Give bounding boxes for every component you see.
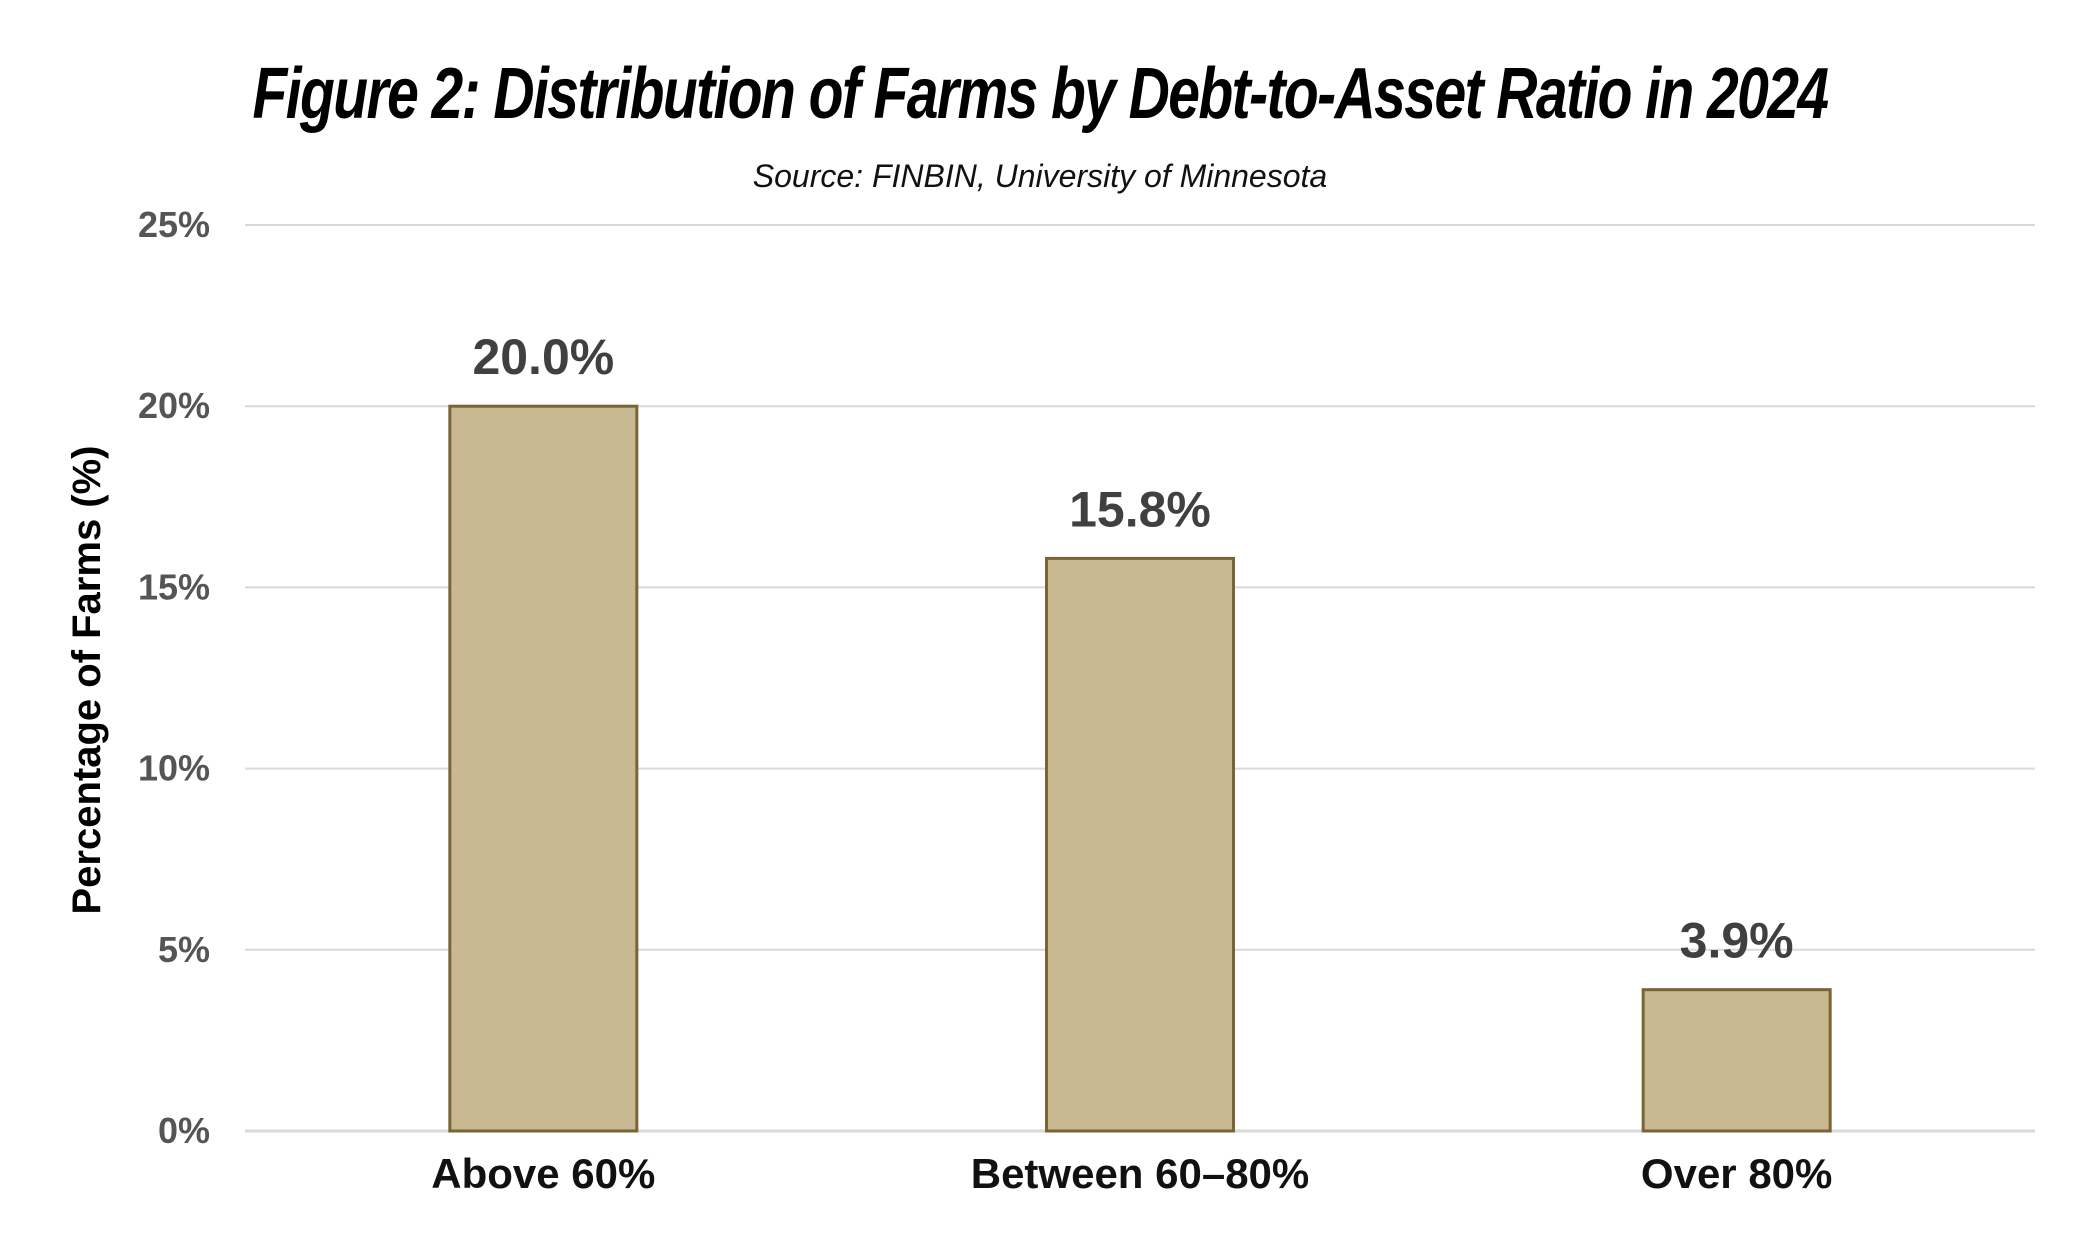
y-tick-label: 15% <box>138 566 210 607</box>
x-category-label: Between 60–80% <box>971 1150 1310 1197</box>
chart-title: Figure 2: Distribution of Farms by Debt-… <box>253 54 1829 134</box>
bar <box>448 404 639 1133</box>
bars <box>448 404 1832 1133</box>
bar <box>1641 988 1832 1133</box>
data-label: 15.8% <box>1069 481 1211 537</box>
y-tick-label: 10% <box>138 748 210 789</box>
y-tick-label: 5% <box>158 929 210 970</box>
data-label: 3.9% <box>1680 913 1794 969</box>
x-category-label: Over 80% <box>1641 1150 1832 1197</box>
x-axis-categories: Above 60% Between 60–80% Over 80% <box>431 1150 1832 1197</box>
x-category-label: Above 60% <box>431 1150 655 1197</box>
y-tick-label: 20% <box>138 385 210 426</box>
bar <box>1045 556 1235 1133</box>
data-labels: 20.0% 15.8% 3.9% <box>472 329 1793 968</box>
y-tick-label: 0% <box>158 1110 210 1151</box>
y-axis-ticks: 0% 5% 10% 15% 20% 25% <box>138 204 210 1151</box>
y-axis-label: Percentage of Farms (%) <box>65 445 109 914</box>
data-label: 20.0% <box>472 329 614 385</box>
chart-subtitle: Source: FINBIN, University of Minnesota <box>753 158 1327 194</box>
y-tick-label: 25% <box>138 204 210 245</box>
